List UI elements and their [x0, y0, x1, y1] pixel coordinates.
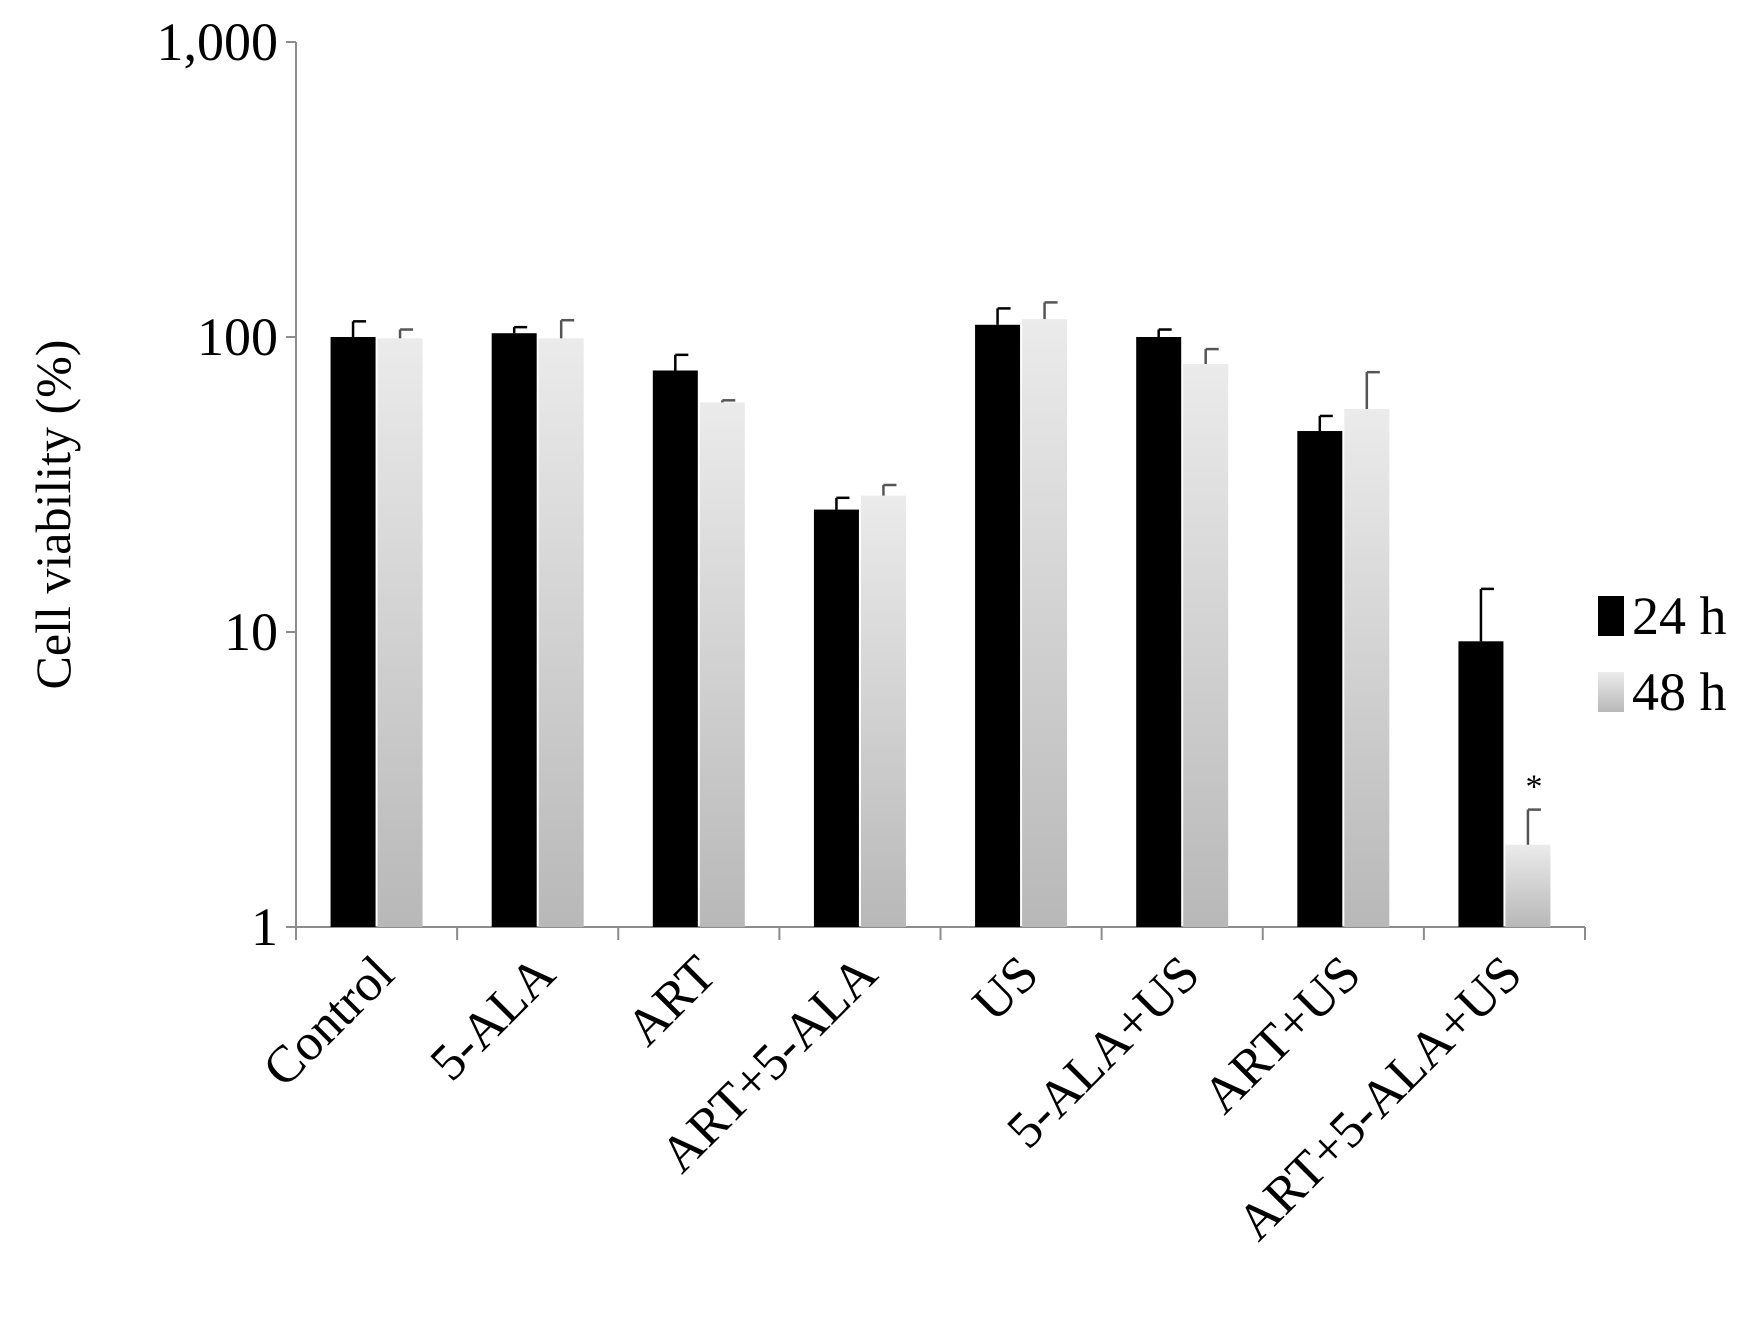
bar-24h	[652, 370, 698, 927]
bar-24h	[1297, 431, 1343, 927]
bar-48h	[1505, 844, 1551, 927]
bar-48h	[699, 402, 745, 927]
x-category-label: US	[962, 945, 1049, 1032]
bar-24h	[330, 337, 376, 927]
legend: 24 h 48 h	[1598, 586, 1727, 722]
bar-48h	[1183, 363, 1229, 927]
bar-24h	[813, 509, 859, 927]
bar-48h	[1344, 409, 1390, 927]
bar-48h	[538, 338, 584, 928]
x-category-label: ART	[616, 945, 728, 1057]
bar-48h	[1022, 319, 1068, 928]
y-axis-title: Cell viability (%)	[25, 340, 81, 690]
legend-label: 48 h	[1632, 662, 1727, 722]
x-category-label: ART+5-ALA+US	[1227, 945, 1533, 1251]
y-tick-label: 10	[224, 602, 278, 662]
significance-marker: *	[1525, 769, 1542, 806]
bar-24h	[491, 333, 537, 927]
bar-24h	[975, 324, 1021, 927]
bar-24h	[1136, 337, 1182, 927]
y-tick-label: 1,000	[157, 12, 279, 72]
y-tick-label: 100	[197, 307, 278, 367]
y-tick-label: 1	[251, 897, 278, 957]
x-category-label: Control	[252, 945, 405, 1098]
bars	[330, 301, 1551, 928]
legend-swatch-48h	[1598, 672, 1624, 712]
bar-48h	[377, 338, 423, 928]
bar-24h	[1458, 641, 1504, 927]
x-category-label: 5-ALA	[420, 945, 567, 1092]
legend-label: 24 h	[1632, 586, 1727, 646]
axes	[286, 41, 1586, 940]
legend-swatch-24h	[1598, 596, 1624, 636]
bar-48h	[860, 495, 906, 927]
